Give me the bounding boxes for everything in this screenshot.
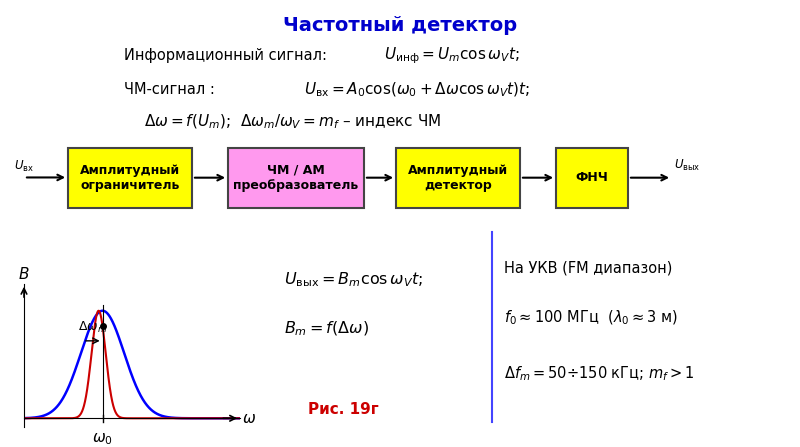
Text: Информационный сигнал:: Информационный сигнал: (124, 48, 327, 63)
Text: $B_m = f(\Delta\omega)$: $B_m = f(\Delta\omega)$ (284, 319, 369, 338)
FancyBboxPatch shape (396, 148, 520, 208)
Text: $U_{\rm вых} = B_m \cos\omega_V t$;: $U_{\rm вых} = B_m \cos\omega_V t$; (284, 270, 423, 289)
Text: $U_{\rm инф} = U_m \cos\omega_V t$;: $U_{\rm инф} = U_m \cos\omega_V t$; (384, 46, 519, 66)
Text: Частотный детектор: Частотный детектор (283, 16, 517, 35)
Text: Амплитудный
ограничитель: Амплитудный ограничитель (80, 164, 180, 192)
Text: $B$: $B$ (18, 266, 30, 282)
Text: $U_{\rm вых}$: $U_{\rm вых}$ (674, 158, 701, 173)
Text: Амплитудный
детектор: Амплитудный детектор (408, 164, 508, 192)
Text: ЧМ-сигнал :: ЧМ-сигнал : (124, 82, 215, 97)
FancyBboxPatch shape (228, 148, 364, 208)
Text: $\Delta\omega = f(U_m)$;  $\Delta\omega_m /\omega_V = m_f$ – индекс ЧМ: $\Delta\omega = f(U_m)$; $\Delta\omega_m… (144, 113, 441, 131)
Text: Рис. 19г: Рис. 19г (308, 401, 378, 417)
Text: На УКВ (FM диапазон): На УКВ (FM диапазон) (504, 261, 672, 276)
Text: $\Delta\omega_m$: $\Delta\omega_m$ (78, 320, 107, 335)
Text: ФНЧ: ФНЧ (576, 171, 608, 184)
Text: $U_{\rm вх}$: $U_{\rm вх}$ (14, 159, 34, 174)
Text: ЧМ / АМ
преобразователь: ЧМ / АМ преобразователь (234, 164, 358, 192)
FancyBboxPatch shape (556, 148, 628, 208)
Text: $\omega_0$: $\omega_0$ (92, 431, 113, 447)
FancyBboxPatch shape (68, 148, 192, 208)
Text: $f_0 \approx 100$ МГц  ($\lambda_0 \approx 3$ м): $f_0 \approx 100$ МГц ($\lambda_0 \appro… (504, 308, 678, 327)
Text: $\Delta f_m = 50{\div}150$ кГц; $m_f > 1$: $\Delta f_m = 50{\div}150$ кГц; $m_f > 1… (504, 364, 694, 383)
Text: $\omega$: $\omega$ (242, 411, 256, 426)
Text: $U_{\rm вх} = A_0\cos(\omega_0 + \Delta\omega\cos\omega_V t)t$;: $U_{\rm вх} = A_0\cos(\omega_0 + \Delta\… (304, 80, 530, 99)
